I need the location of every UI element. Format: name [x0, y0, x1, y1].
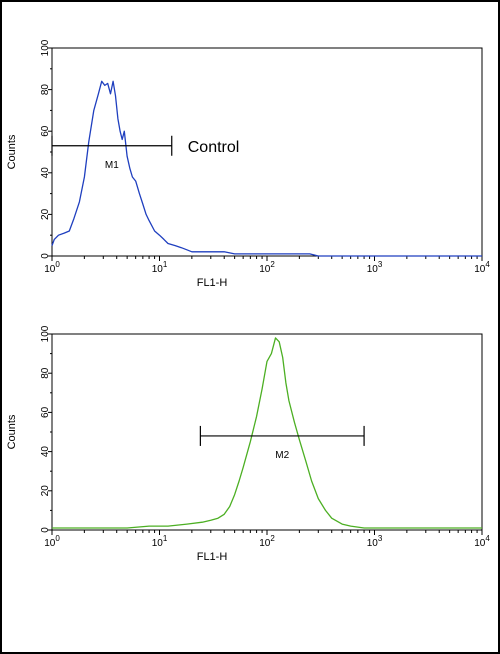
- y-tick-label: 80: [40, 367, 51, 379]
- y-tick-label: 60: [40, 125, 51, 137]
- x-tick-label: 103: [367, 534, 383, 549]
- x-tick-label: 100: [44, 534, 60, 549]
- x-tick-label: 102: [259, 260, 275, 275]
- panel-bottom: 0 20 40 60 80 100 100 101 102 103 104 FL1-H Counts M2: [6, 325, 490, 563]
- x-axis-title: FL1-H: [197, 551, 228, 563]
- y-tick-label: 80: [40, 84, 51, 96]
- histogram-line: [51, 80, 482, 257]
- x-tick-label: 101: [152, 534, 168, 549]
- marker-label: M2: [275, 450, 289, 461]
- panel-top: 0 20 40 60 80 100 100 101 102 103 104 FL1-H Counts M1…: [6, 39, 490, 289]
- y-tick-label: 100: [40, 39, 51, 56]
- x-tick-label: 101: [152, 260, 168, 275]
- control-annotation: Control: [188, 139, 240, 156]
- x-tick-label: 104: [474, 260, 490, 275]
- histogram-line: [52, 337, 482, 529]
- y-tick-label: 100: [40, 325, 51, 342]
- y-tick-label: 0: [40, 527, 51, 533]
- marker-label: M1: [105, 160, 119, 171]
- x-tick-label: 102: [259, 534, 275, 549]
- y-tick-label: 20: [40, 208, 51, 220]
- y-tick-label: 20: [40, 485, 51, 497]
- x-tick-label: 104: [474, 534, 490, 549]
- y-tick-label: 40: [40, 167, 51, 179]
- y-axis-title: Counts: [6, 134, 18, 169]
- y-axis-title: Counts: [6, 414, 18, 449]
- y-tick-label: 0: [40, 253, 51, 259]
- x-tick-label: 103: [367, 260, 383, 275]
- x-axis-title: FL1-H: [197, 277, 228, 289]
- x-tick-label: 100: [44, 260, 60, 275]
- y-tick-label: 40: [40, 446, 51, 458]
- plot-area: [51, 47, 483, 257]
- y-tick-label: 60: [40, 406, 51, 418]
